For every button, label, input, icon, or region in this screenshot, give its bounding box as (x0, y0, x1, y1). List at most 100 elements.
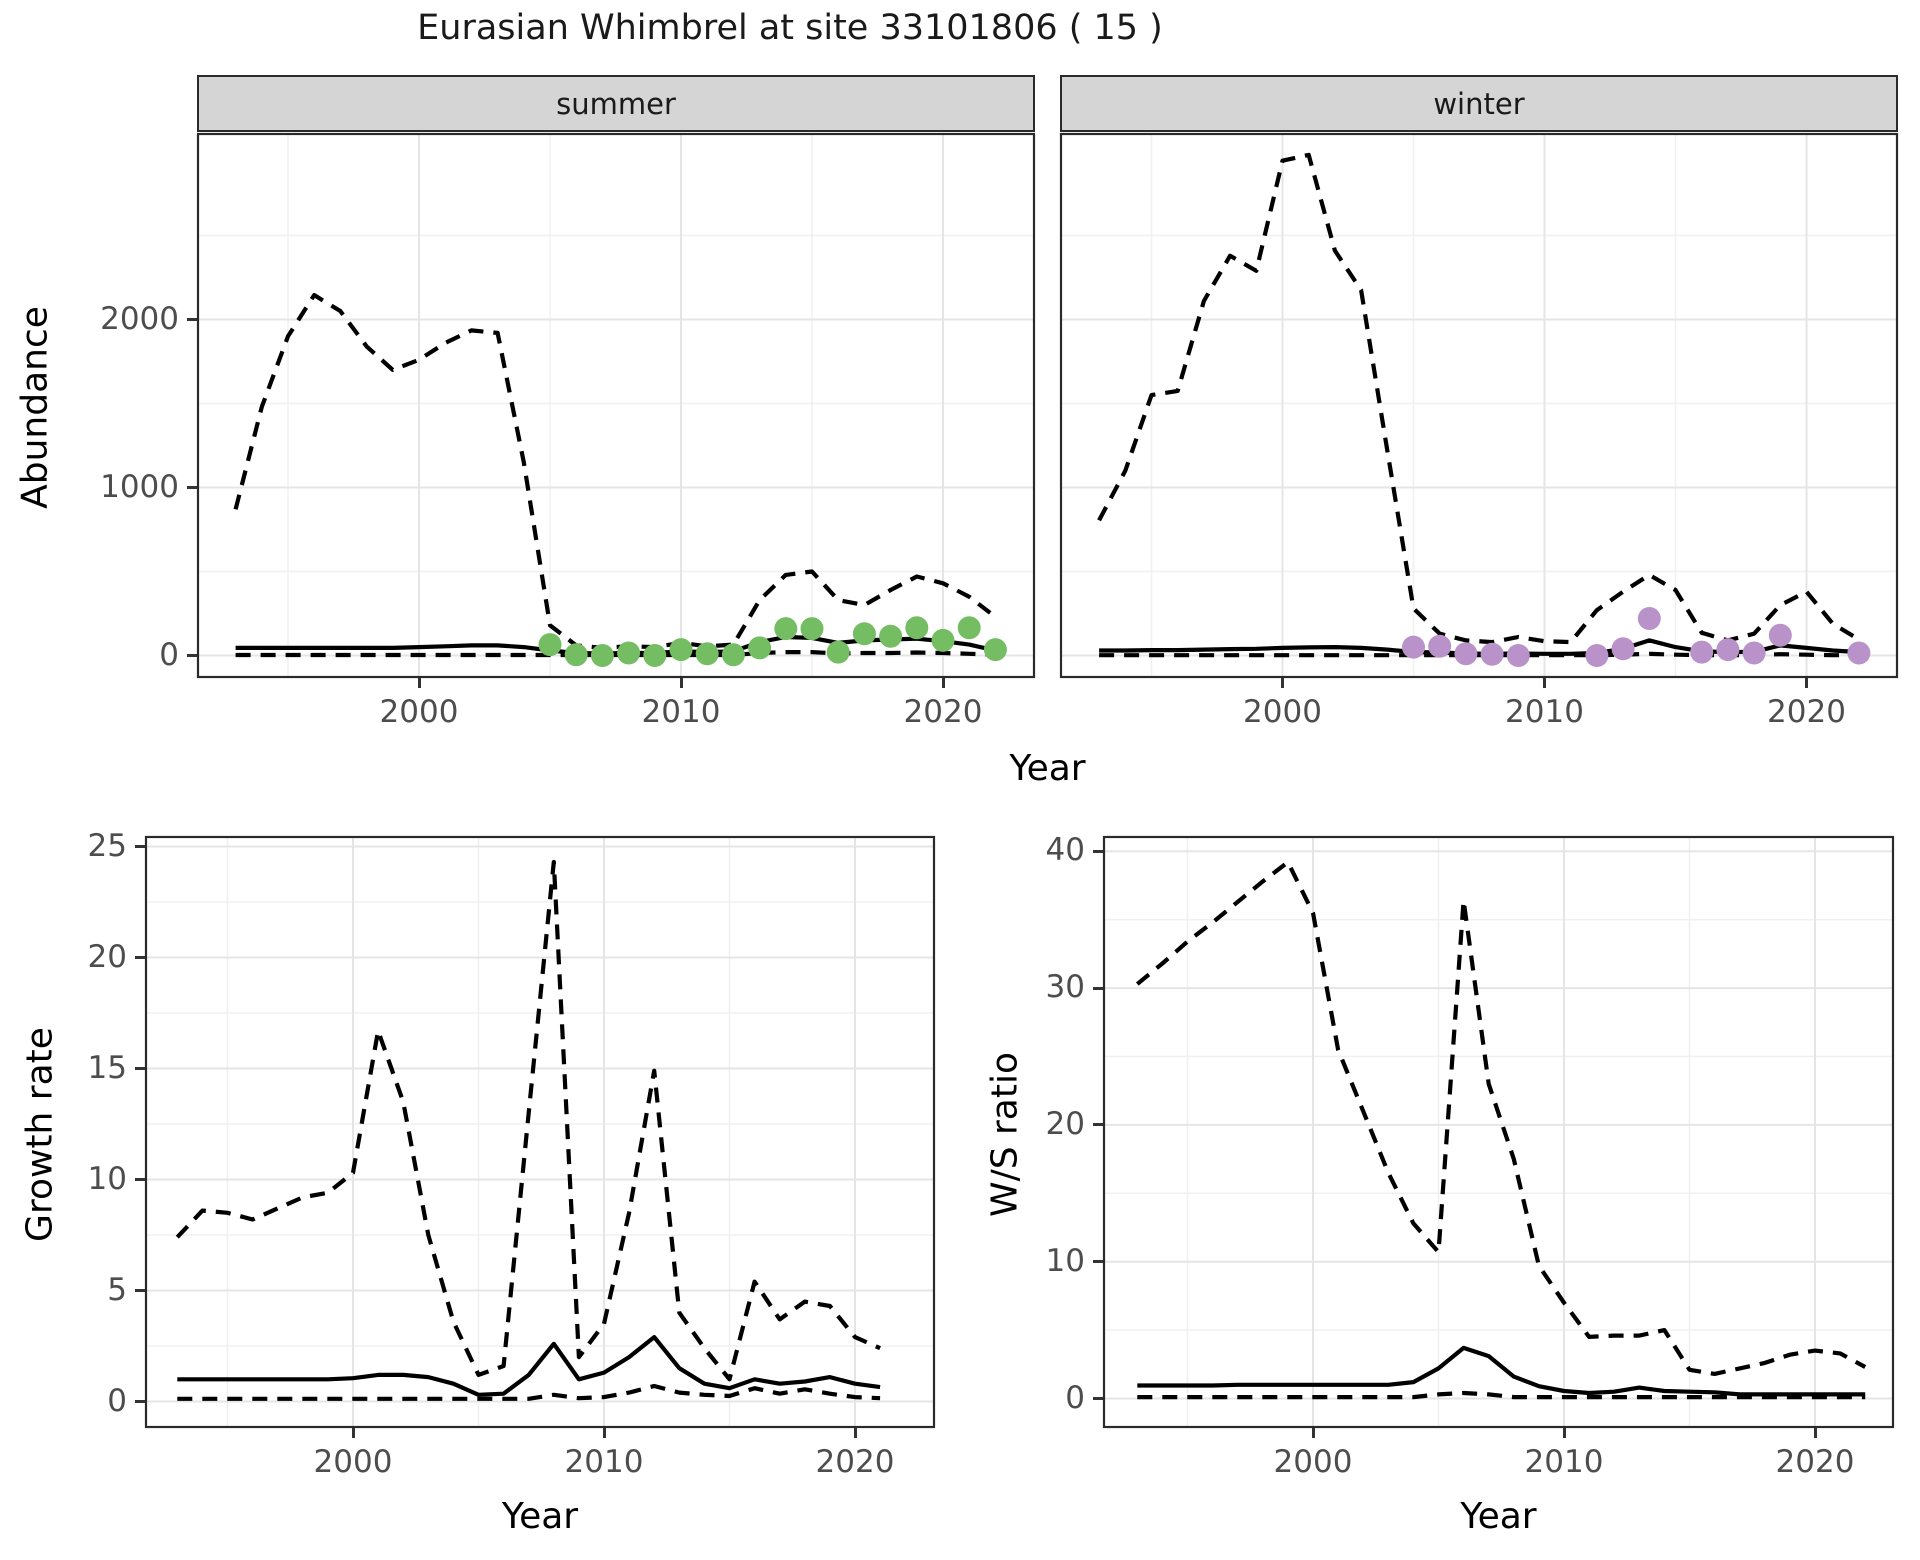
y-tick-label: 1000 (100, 468, 179, 505)
y-tick-mark (1093, 1260, 1103, 1264)
data-point-abundance_summer (957, 616, 981, 640)
data-point-abundance_winter (1428, 634, 1452, 658)
x-tick-label: 2020 (903, 694, 983, 730)
x-tick-label: 2010 (1505, 694, 1584, 730)
series-growth_rate-lower_ci (177, 1383, 881, 1401)
facet-strip-winter-label: winter (1433, 86, 1525, 121)
x-tick-label: 2000 (379, 694, 459, 730)
y-tick-label: 20 (1045, 1105, 1085, 1142)
y-tick-label: 10 (1045, 1242, 1085, 1279)
y-tick-mark (135, 1178, 145, 1181)
data-point-abundance_summer (879, 624, 903, 648)
y-tick-label: 0 (1065, 1379, 1085, 1416)
data-point-abundance_summer (774, 617, 798, 641)
data-point-abundance_winter (1506, 644, 1530, 667)
panel-abundance_summer (196, 132, 1036, 679)
panel-ws_ratio (1102, 835, 1895, 1429)
y-tick-label: 2000 (100, 300, 179, 337)
x-tick-mark (417, 678, 421, 688)
x-tick-label: 2010 (641, 694, 721, 730)
data-point-abundance_winter (1742, 641, 1766, 665)
data-point-abundance_winter (1847, 641, 1871, 665)
data-point-abundance_summer (800, 617, 824, 641)
data-point-abundance_winter (1716, 638, 1740, 662)
data-point-abundance_summer (564, 643, 588, 667)
y-tick-label: 15 (87, 1049, 127, 1086)
series-ws_ratio-mean (1137, 1345, 1866, 1397)
series-abundance_summer-lower_ci (235, 649, 996, 658)
data-point-abundance_summer (931, 628, 955, 652)
facet-strip-winter: winter (1060, 75, 1898, 132)
data-point-abundance_summer (983, 638, 1007, 662)
x-tick-mark (679, 678, 683, 688)
plot-title: Eurasian Whimbrel at site 33101806 ( 15 … (417, 8, 1163, 48)
x-tick-label: 2020 (815, 1444, 895, 1480)
x-tick-mark (1562, 1428, 1566, 1438)
data-point-abundance_winter (1454, 642, 1478, 666)
data-point-abundance_summer (748, 636, 772, 660)
y-tick-mark (135, 1400, 145, 1403)
x-tick-label: 2020 (1775, 1444, 1855, 1480)
data-point-abundance_winter (1585, 644, 1609, 667)
y-tick-mark (187, 318, 197, 321)
x-tick-mark (941, 678, 945, 688)
series-growth_rate-mean (177, 1335, 881, 1397)
y-axis-title-abundance: Abundance (14, 306, 56, 509)
x-tick-label: 2020 (1767, 694, 1846, 730)
y-tick-label: 0 (159, 636, 179, 673)
y-tick-label: 20 (87, 938, 127, 975)
data-point-abundance_summer (852, 622, 876, 646)
x-tick-mark (1281, 678, 1284, 688)
series-growth_rate-upper_ci (175, 859, 881, 1382)
data-point-abundance_summer (538, 633, 562, 657)
data-point-abundance_winter (1637, 607, 1661, 630)
x-tick-label: 2000 (313, 1444, 393, 1480)
y-tick-mark (135, 956, 145, 959)
y-tick-mark (1093, 849, 1103, 853)
data-point-abundance_summer (617, 641, 641, 665)
panel-abundance_winter (1059, 132, 1899, 679)
data-point-abundance_summer (695, 642, 719, 666)
data-point-abundance_winter (1480, 642, 1504, 666)
x-tick-mark (1813, 1428, 1817, 1438)
y-tick-label: 5 (107, 1271, 127, 1308)
data-point-abundance_summer (905, 616, 929, 640)
y-tick-label: 40 (1045, 832, 1085, 869)
data-point-abundance_summer (721, 643, 745, 667)
x-tick-mark (1311, 1428, 1315, 1438)
x-tick-mark (853, 1428, 857, 1438)
x-tick-mark (351, 1428, 355, 1438)
series-abundance_summer-upper_ci (233, 293, 997, 651)
data-point-abundance_winter (1611, 637, 1635, 661)
data-point-abundance_winter (1402, 635, 1425, 659)
y-tick-mark (135, 1067, 145, 1070)
facet-strip-summer: summer (197, 75, 1035, 132)
panel-growth_rate (144, 835, 936, 1429)
x-tick-mark (602, 1428, 606, 1438)
data-point-abundance_summer (669, 638, 693, 662)
y-tick-mark (1093, 1123, 1103, 1127)
data-point-abundance_summer (643, 644, 667, 667)
x-tick-label: 2000 (1243, 694, 1322, 730)
x-tick-label: 2010 (1524, 1444, 1604, 1480)
y-tick-mark (1093, 986, 1103, 990)
x-axis-title-year-bottom-left: Year (501, 1496, 579, 1537)
y-tick-mark (187, 486, 197, 489)
data-point-abundance_winter (1690, 640, 1714, 664)
facet-strip-summer-label: summer (556, 86, 676, 121)
series-abundance_winter-upper_ci (1097, 152, 1860, 645)
data-point-abundance_summer (590, 644, 614, 667)
y-tick-label: 10 (87, 1160, 127, 1197)
y-axis-title-growth-rate: Growth rate (19, 1027, 61, 1242)
data-point-abundance_winter (1768, 623, 1792, 647)
y-tick-mark (135, 1289, 145, 1292)
y-tick-label: 25 (87, 827, 127, 864)
y-tick-mark (1093, 1397, 1103, 1400)
x-tick-mark (1805, 678, 1808, 688)
series-ws_ratio-lower_ci (1137, 1390, 1866, 1400)
x-tick-label: 2000 (1273, 1444, 1353, 1480)
x-tick-label: 2010 (564, 1444, 644, 1480)
x-tick-mark (1543, 678, 1546, 688)
y-tick-mark (135, 845, 145, 848)
